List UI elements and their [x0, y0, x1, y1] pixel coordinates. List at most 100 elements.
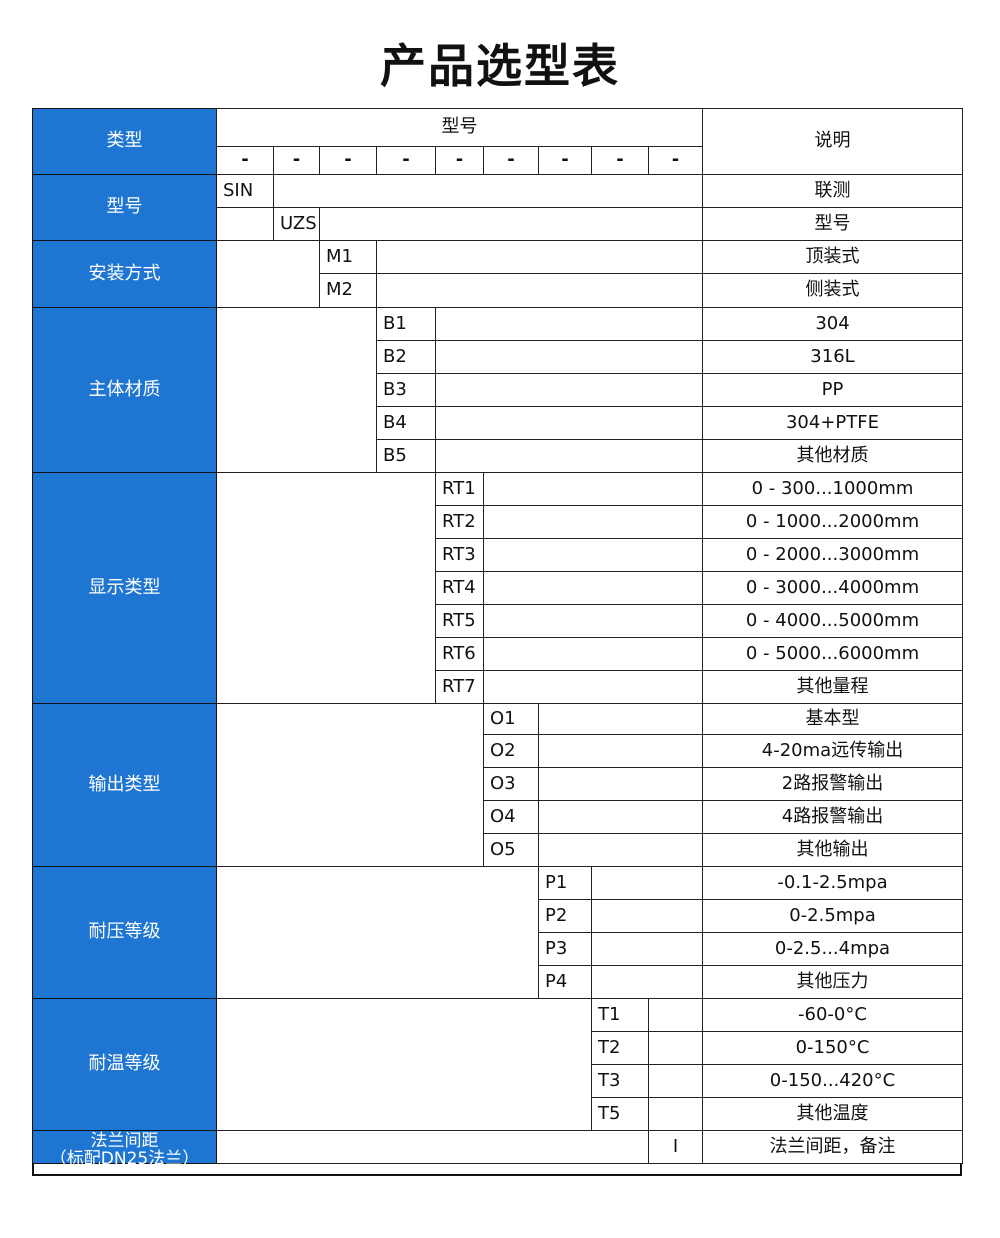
dash-cell: - [591, 146, 649, 175]
category-label: 显示类型 [32, 472, 217, 704]
blank-cell [591, 866, 703, 900]
description-cell: 0 - 3000...4000mm [702, 571, 963, 605]
description-cell: 4路报警输出 [702, 800, 963, 834]
description-cell: 0-150°C [702, 1031, 963, 1065]
description-cell: 0 - 1000...2000mm [702, 505, 963, 539]
category-label: 安装方式 [32, 240, 217, 308]
blank-cell [538, 703, 703, 735]
blank-cell [483, 571, 703, 605]
code-cell: T2 [591, 1031, 649, 1065]
blank-cell [319, 207, 703, 241]
code-cell: P2 [538, 899, 592, 933]
description-cell: -60-0°C [702, 998, 963, 1032]
code-cell: O1 [483, 703, 539, 735]
code-cell: P4 [538, 965, 592, 999]
blank-cell [538, 734, 703, 768]
category-label: 耐压等级 [32, 866, 217, 999]
code-cell: RT2 [435, 505, 484, 539]
description-cell: 其他输出 [702, 833, 963, 867]
dash-cell: - [376, 146, 436, 175]
blank-cell [273, 174, 703, 208]
blank-cell [376, 273, 703, 308]
blank-cell [538, 767, 703, 801]
description-cell: 其他压力 [702, 965, 963, 999]
blank-cell [216, 1130, 649, 1164]
blank-cell [648, 1097, 703, 1131]
code-cell: B5 [376, 439, 436, 473]
blank-cell [483, 538, 703, 572]
blank-cell [376, 240, 703, 274]
description-cell: 侧装式 [702, 273, 963, 308]
description-cell: 0 - 4000...5000mm [702, 604, 963, 638]
blank-cell [591, 932, 703, 966]
blank-cell [648, 998, 703, 1032]
description-cell: 法兰间距，备注 [702, 1130, 963, 1164]
description-cell: 0-2.5...4mpa [702, 932, 963, 966]
description-cell: 基本型 [702, 703, 963, 735]
code-cell: T1 [591, 998, 649, 1032]
blank-cell [216, 703, 484, 867]
description-cell: 0 - 5000...6000mm [702, 637, 963, 671]
code-cell: I [648, 1130, 703, 1164]
blank-cell [483, 670, 703, 704]
category-label: 主体材质 [32, 307, 217, 473]
code-cell: UZS [273, 207, 320, 241]
blank-cell [435, 406, 703, 440]
description-cell: 联测 [702, 174, 963, 208]
blank-cell [216, 998, 592, 1131]
blank-cell [538, 833, 703, 867]
code-cell: P3 [538, 932, 592, 966]
blank-cell [483, 604, 703, 638]
description-cell: 0-150...420°C [702, 1064, 963, 1098]
code-cell: RT1 [435, 472, 484, 506]
code-cell: O4 [483, 800, 539, 834]
code-cell: B3 [376, 373, 436, 407]
description-cell: 其他材质 [702, 439, 963, 473]
code-cell: O5 [483, 833, 539, 867]
description-cell: 0 - 2000...3000mm [702, 538, 963, 572]
description-cell: 4-20ma远传输出 [702, 734, 963, 768]
description-cell: 304 [702, 307, 963, 341]
code-cell: SIN [216, 174, 274, 208]
blank-cell [483, 637, 703, 671]
description-cell: -0.1-2.5mpa [702, 866, 963, 900]
blank-cell [435, 307, 703, 341]
type-header: 类型 [32, 108, 217, 175]
blank-cell [648, 1064, 703, 1098]
dash-cell: - [648, 146, 703, 175]
blank-cell [483, 472, 703, 506]
dash-cell: - [483, 146, 539, 175]
blank-cell [591, 965, 703, 999]
code-cell: T3 [591, 1064, 649, 1098]
description-cell: 顶装式 [702, 240, 963, 274]
code-cell: RT4 [435, 571, 484, 605]
description-cell: 2路报警输出 [702, 767, 963, 801]
code-cell: M1 [319, 240, 377, 274]
category-label: 耐温等级 [32, 998, 217, 1131]
blank-cell [435, 373, 703, 407]
code-cell: P1 [538, 866, 592, 900]
page-title: 产品选型表 [380, 39, 620, 93]
code-cell: O2 [483, 734, 539, 768]
code-cell: T5 [591, 1097, 649, 1131]
model-header: 型号 [216, 108, 703, 147]
code-cell: M2 [319, 273, 377, 308]
code-cell: RT7 [435, 670, 484, 704]
description-header: 说明 [702, 108, 963, 175]
code-cell: O3 [483, 767, 539, 801]
description-cell: 型号 [702, 207, 963, 241]
blank-cell [216, 240, 320, 308]
description-cell: 304+PTFE [702, 406, 963, 440]
description-cell: 其他量程 [702, 670, 963, 704]
dash-cell: - [538, 146, 592, 175]
description-cell: 316L [702, 340, 963, 374]
blank-cell [216, 207, 274, 241]
dash-cell: - [216, 146, 274, 175]
blank-cell [216, 866, 539, 999]
blank-cell [216, 307, 377, 473]
category-label: 法兰间距 （标配DN25法兰） [32, 1130, 217, 1168]
dash-cell: - [319, 146, 377, 175]
description-cell: PP [702, 373, 963, 407]
code-cell: B4 [376, 406, 436, 440]
blank-cell [435, 340, 703, 374]
